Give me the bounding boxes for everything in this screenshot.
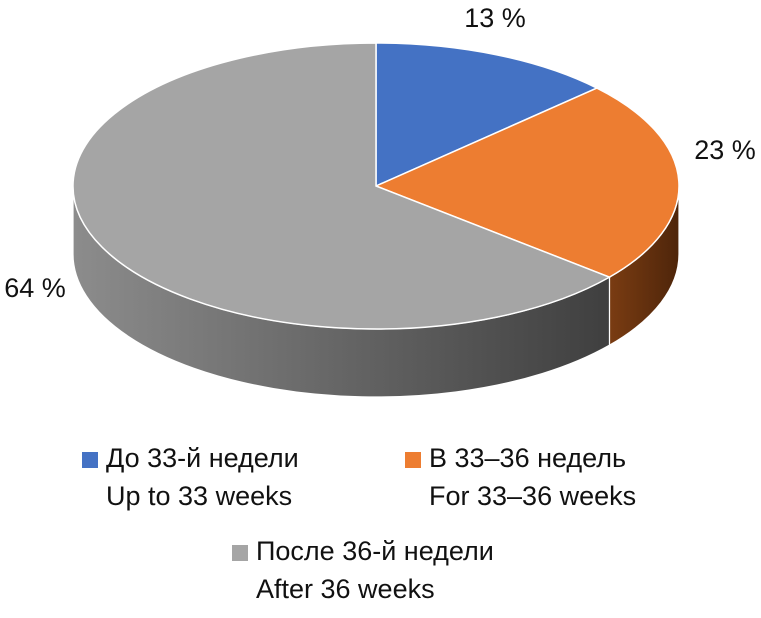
legend: До 33-й недели Up to 33 weeks В 33–36 неде… [82, 443, 636, 604]
value-labels: 13 % 23 % 64 % [4, 3, 756, 303]
pie-slice [72, 42, 612, 330]
legend-label: After 36 weeks [256, 574, 435, 604]
pie-top [72, 42, 680, 330]
legend-swatch [82, 452, 98, 468]
value-label: 64 % [4, 273, 66, 303]
pie-slice [374, 87, 680, 278]
value-label: 13 % [464, 3, 526, 33]
legend-swatch [405, 452, 421, 468]
legend-label: Up to 33 weeks [106, 481, 292, 511]
legend-swatch [232, 545, 248, 561]
legend-label: После 36-й недели [256, 536, 494, 566]
legend-label: До 33-й недели [106, 443, 299, 473]
value-label: 23 % [694, 135, 756, 165]
legend-label: В 33–36 недель [429, 443, 626, 473]
legend-label: For 33–36 weeks [429, 481, 636, 511]
pie-slice [375, 42, 599, 188]
